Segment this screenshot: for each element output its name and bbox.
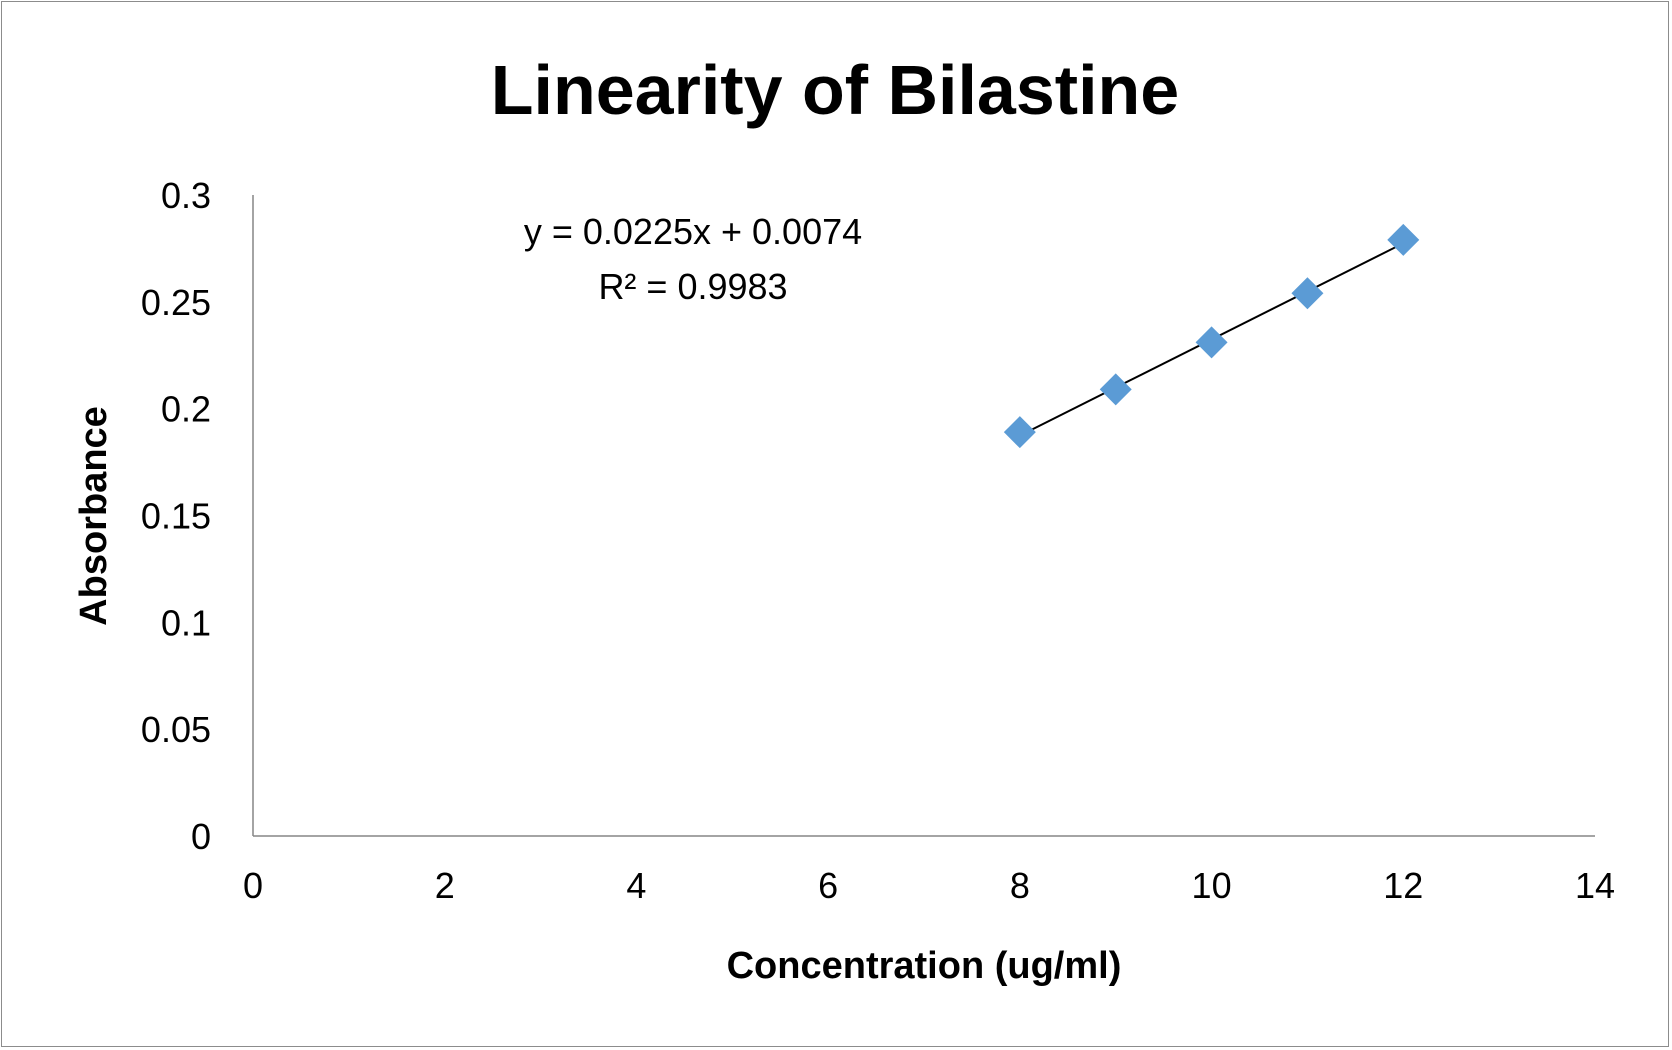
x-tick-label: 8 — [1010, 865, 1030, 906]
x-tick-label: 4 — [626, 865, 646, 906]
data-point-diamond — [1387, 223, 1420, 256]
x-tick-label: 12 — [1383, 865, 1423, 906]
x-tick-label: 2 — [435, 865, 455, 906]
y-tick-label: 0.15 — [141, 496, 211, 537]
x-tick-label: 6 — [818, 865, 838, 906]
y-tick-label: 0.1 — [161, 602, 211, 643]
x-axis-title: Concentration (ug/ml) — [727, 945, 1122, 987]
data-points — [1003, 223, 1420, 449]
axes — [252, 195, 1595, 837]
y-tick-labels: 0 0.05 0.1 0.15 0.2 0.25 0.3 — [141, 175, 211, 857]
y-tick-label: 0.3 — [161, 175, 211, 216]
y-tick-label: 0.05 — [141, 709, 211, 750]
x-tick-labels: 0 2 4 6 8 10 12 14 — [243, 865, 1615, 906]
x-tick-label: 0 — [243, 865, 263, 906]
y-tick-label: 0.25 — [141, 282, 211, 323]
data-point-diamond — [1003, 416, 1036, 449]
data-point-diamond — [1291, 277, 1324, 310]
y-tick-label: 0.2 — [161, 389, 211, 430]
x-tick-label: 14 — [1575, 865, 1615, 906]
x-tick-label: 10 — [1192, 865, 1232, 906]
chart-title: Linearity of Bilastine — [491, 51, 1179, 129]
y-axis-title: Absorbance — [73, 406, 115, 626]
trendline-equation: y = 0.0225x + 0.0074 — [524, 211, 862, 252]
y-tick-label: 0 — [191, 816, 211, 857]
data-point-diamond — [1195, 326, 1228, 359]
r-squared-label: R² = 0.9983 — [598, 266, 787, 307]
data-point-diamond — [1099, 373, 1132, 406]
